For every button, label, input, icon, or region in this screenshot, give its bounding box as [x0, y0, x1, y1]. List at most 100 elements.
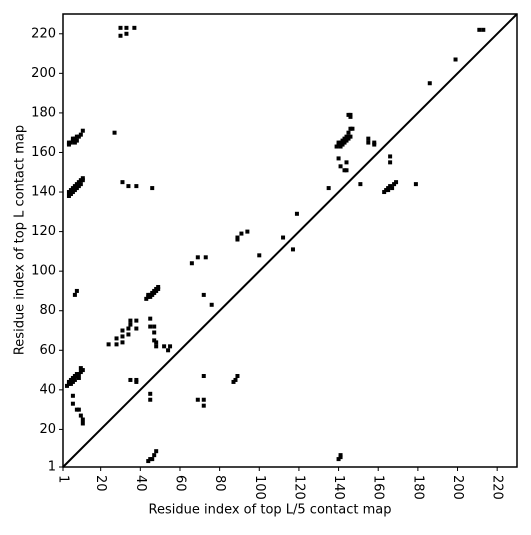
contact-point	[120, 180, 125, 185]
y-tick-label: 160	[31, 145, 56, 160]
contact-point	[245, 229, 250, 234]
contact-point	[388, 160, 393, 165]
y-tick-label: 20	[39, 422, 56, 437]
contact-point	[427, 81, 432, 86]
y-tick-label: 120	[31, 224, 56, 239]
contact-point	[257, 253, 262, 258]
contact-point	[152, 324, 157, 329]
contact-point	[72, 292, 77, 297]
contact-point	[128, 322, 133, 327]
contact-point	[80, 368, 85, 373]
contact-point	[235, 374, 240, 379]
contact-point	[166, 348, 171, 353]
contact-point	[72, 377, 77, 382]
contact-point	[388, 154, 393, 159]
contact-point	[150, 457, 155, 462]
contact-point	[338, 164, 343, 169]
contact-point	[336, 156, 341, 161]
contact-point	[372, 142, 377, 147]
contact-point	[80, 176, 85, 181]
contact-point	[366, 140, 371, 145]
contact-point	[126, 184, 131, 189]
y-axis-label: Residue index of top L contact map	[13, 125, 28, 355]
contact-point	[150, 186, 155, 191]
x-tick-label: 100	[252, 475, 267, 500]
x-tick-label: 180	[410, 475, 425, 500]
contact-point	[76, 407, 81, 412]
x-tick-label: 120	[291, 475, 306, 500]
contact-point	[290, 247, 295, 252]
x-tick-label: 140	[331, 475, 346, 500]
y-tick-label: 220	[31, 26, 56, 41]
contact-point	[78, 182, 83, 187]
contact-point	[201, 292, 206, 297]
contact-point	[148, 391, 153, 396]
x-axis-label: Residue index of top L/5 contact map	[149, 503, 392, 518]
y-tick-label: 200	[31, 66, 56, 81]
x-tick-label: 200	[450, 475, 465, 500]
contact-point	[120, 334, 125, 339]
contact-point	[126, 332, 131, 337]
contact-point	[134, 326, 139, 331]
contact-point	[358, 182, 363, 187]
contact-point	[106, 342, 111, 347]
contact-point	[74, 288, 79, 293]
contact-point	[148, 397, 153, 402]
x-tick-label: 1	[56, 475, 71, 483]
contact-point	[346, 130, 351, 135]
contact-point	[80, 417, 85, 422]
contact-point	[118, 33, 123, 38]
contact-point	[134, 318, 139, 323]
contact-point	[453, 57, 458, 62]
contact-point	[70, 393, 75, 398]
contact-point	[281, 235, 286, 240]
contact-point	[134, 184, 139, 189]
contact-point	[239, 231, 244, 236]
contact-point	[76, 375, 81, 380]
contact-point	[120, 328, 125, 333]
contact-point	[128, 377, 133, 382]
contact-point	[132, 25, 137, 30]
contact-point	[344, 160, 349, 165]
contact-point	[201, 403, 206, 408]
x-tick-label: 160	[371, 475, 386, 500]
x-tick-label: 220	[490, 475, 505, 500]
contact-point	[128, 318, 133, 323]
contact-point	[394, 180, 399, 185]
contact-point	[481, 27, 486, 32]
contact-point	[80, 128, 85, 133]
contact-point	[195, 255, 200, 260]
y-tick-label: 100	[31, 264, 56, 279]
contact-point	[70, 401, 75, 406]
contact-point	[134, 377, 139, 382]
x-tick-label: 80	[212, 475, 227, 492]
contact-point	[162, 344, 167, 349]
contact-point	[326, 186, 331, 191]
y-tick-label: 180	[31, 105, 56, 120]
contact-point	[154, 340, 159, 345]
contact-point	[413, 182, 418, 187]
x-tick-label: 40	[133, 475, 148, 492]
contact-point	[148, 316, 153, 321]
contact-point	[201, 397, 206, 402]
contact-point	[233, 377, 238, 382]
contact-point	[80, 421, 85, 426]
contact-point	[120, 340, 125, 345]
contact-point	[78, 132, 83, 137]
contact-point	[168, 344, 173, 349]
contact-point	[366, 136, 371, 141]
contact-point	[348, 134, 353, 139]
contact-point	[189, 261, 194, 266]
contact-point	[386, 188, 391, 193]
contact-point	[152, 453, 157, 458]
contact-point	[390, 186, 395, 191]
y-tick-label: 140	[31, 185, 56, 200]
contact-point	[124, 31, 129, 36]
contact-point	[74, 138, 79, 143]
contact-point	[114, 336, 119, 341]
contact-point	[126, 326, 131, 331]
contact-point	[114, 342, 119, 347]
contact-point	[112, 130, 117, 135]
contact-point	[154, 449, 159, 454]
